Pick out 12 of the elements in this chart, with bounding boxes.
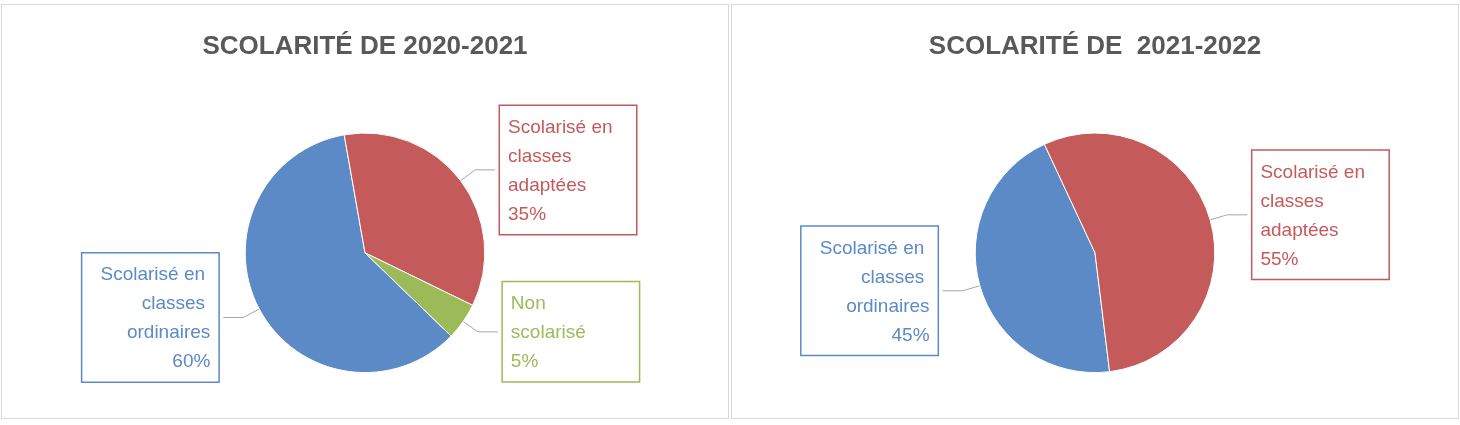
data-label: 60% bbox=[172, 350, 211, 372]
slice-label: Scolarisé en classes adaptées bbox=[508, 115, 618, 195]
data-label: 45% bbox=[891, 323, 930, 345]
data-label: 5% bbox=[510, 350, 539, 372]
slice-label: Scolarisé en classes adaptées bbox=[1260, 160, 1371, 240]
slice-label: Scolarisé en classes ordinaires bbox=[100, 263, 211, 343]
chart-title: SCOLARITÉ DE 2020-2021 bbox=[202, 30, 528, 60]
data-label: 35% bbox=[508, 202, 547, 224]
slice-label: Scolarisé en classes ordinaires bbox=[819, 236, 930, 316]
chart-title: SCOLARITÉ DE 2021-2022 bbox=[928, 30, 1262, 60]
data-label: 55% bbox=[1260, 247, 1299, 269]
slice-label: Non scolarisé bbox=[510, 292, 586, 343]
